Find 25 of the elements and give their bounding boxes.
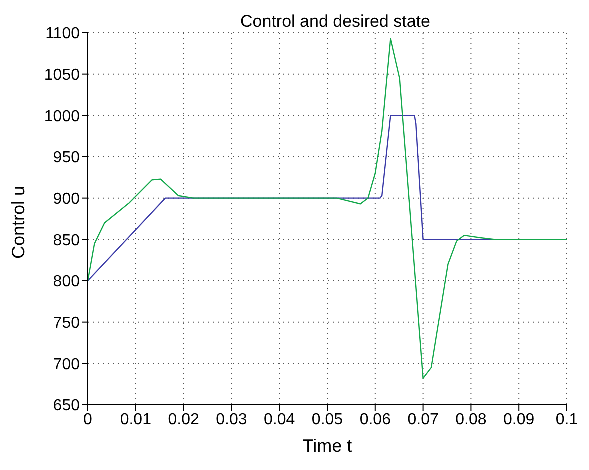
x-tick-label: 0.06 (360, 411, 392, 428)
y-tick-label: 950 (53, 150, 80, 167)
y-tick-label: 700 (53, 356, 80, 374)
y-tick-label: 1100 (46, 26, 80, 43)
x-tick-label: 0.05 (312, 411, 344, 428)
y-tick-label: 850 (53, 232, 80, 250)
y-tick-label: 1000 (44, 108, 80, 126)
x-tick-label: 0 (84, 411, 93, 428)
chart-title: Control and desired state (240, 12, 432, 32)
line-series (88, 38, 567, 380)
y-axis-title: Control u (8, 186, 28, 259)
x-tick-label: 0.09 (504, 411, 535, 428)
x-tick-label: 0.01 (120, 411, 152, 428)
y-tick-label: 650 (53, 398, 80, 415)
x-tick-label: 0.1 (556, 411, 578, 428)
y-tick-label: 750 (53, 315, 80, 332)
y-tick-label: 800 (53, 274, 80, 291)
x-axis-title: Time t (302, 436, 352, 456)
x-tick-label: 0.03 (216, 411, 248, 428)
x-tick-label: 0.08 (456, 411, 487, 428)
y-tick-label: 900 (53, 191, 80, 208)
x-tick-label: 0.02 (168, 411, 200, 428)
y-tick-label: 1050 (44, 67, 80, 84)
x-tick-label: 0.04 (264, 411, 296, 428)
x-tick-label: 0.07 (408, 411, 439, 428)
